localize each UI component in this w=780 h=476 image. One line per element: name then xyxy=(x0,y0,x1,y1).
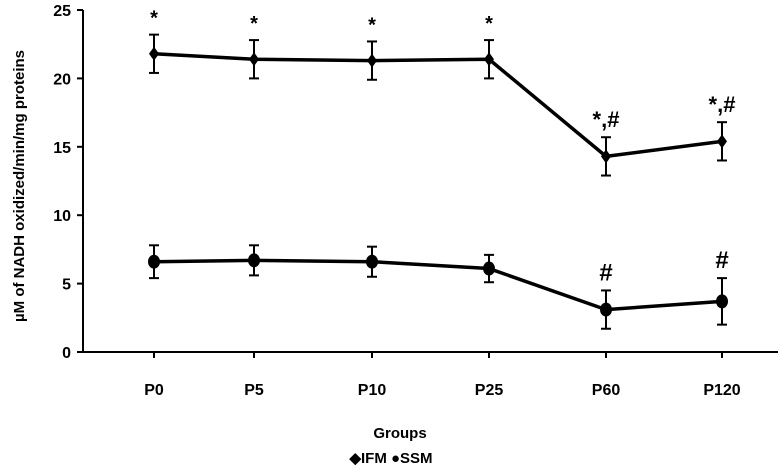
annotation-label: * xyxy=(485,13,493,35)
data-point-ssm xyxy=(716,294,728,309)
legend: ◆IFM ●SSM xyxy=(348,450,432,467)
x-ticks: P0 P5 P10 P25 P60 P120 xyxy=(144,352,741,399)
annotation-label: * xyxy=(368,14,376,36)
x-tick-label: P120 xyxy=(703,382,740,399)
y-axis-label: µM of NADH oxidized/min/mg proteins xyxy=(11,50,28,322)
x-axis-label: Groups xyxy=(373,425,426,442)
data-point-ifm xyxy=(149,46,159,61)
x-tick-label: P10 xyxy=(358,382,387,399)
annotations: * * * * *,# *,# # # xyxy=(150,8,735,287)
y-tick-label: 15 xyxy=(53,140,71,157)
annotation-label: # xyxy=(715,247,728,274)
annotation-label: *,# xyxy=(593,107,620,132)
annotation-label: * xyxy=(250,13,258,35)
y-tick-label: 25 xyxy=(53,3,71,20)
y-tick-label: 20 xyxy=(53,71,71,88)
series-group xyxy=(148,33,728,330)
data-point-ifm xyxy=(484,52,494,67)
y-tick-label: 10 xyxy=(53,208,71,225)
x-tick-label: P0 xyxy=(144,382,164,399)
data-point-ssm xyxy=(483,261,495,276)
axes xyxy=(82,10,778,353)
x-tick-label: P25 xyxy=(475,382,504,399)
y-ticks: 0 5 10 15 20 25 xyxy=(53,3,83,362)
series-line-ssm xyxy=(153,258,723,312)
data-point-ssm xyxy=(248,253,260,268)
data-point-ssm xyxy=(366,254,378,269)
data-point-ifm xyxy=(601,149,611,164)
annotation-label: # xyxy=(599,259,612,286)
x-tick-label: P5 xyxy=(244,382,264,399)
y-tick-label: 5 xyxy=(62,277,71,294)
x-tick-label: P60 xyxy=(592,382,621,399)
data-point-ifm xyxy=(249,52,259,67)
annotation-label: *,# xyxy=(709,92,736,117)
data-point-ssm xyxy=(600,302,612,317)
series-line-ifm xyxy=(153,52,723,159)
annotation-label: * xyxy=(150,8,158,30)
data-point-ifm xyxy=(717,134,727,149)
data-point-ssm xyxy=(148,254,160,269)
data-point-ifm xyxy=(367,53,377,68)
y-tick-label: 0 xyxy=(62,345,71,362)
